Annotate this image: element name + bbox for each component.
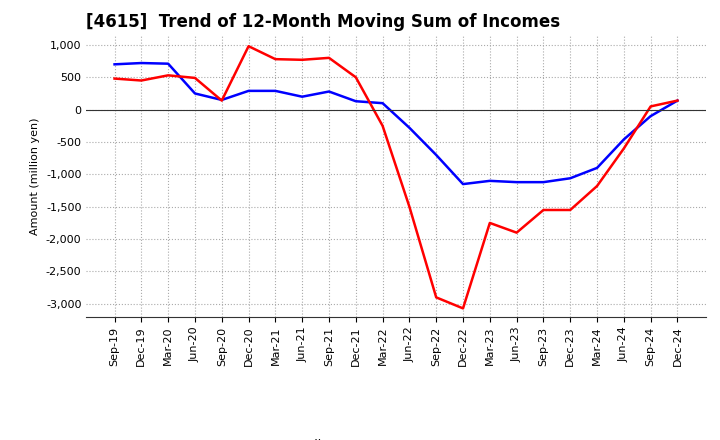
Line: Ordinary Income: Ordinary Income [114,63,678,184]
Ordinary Income [405,125,414,130]
Ordinary Income [485,178,494,183]
Ordinary Income [217,97,226,103]
Y-axis label: Amount (million yen): Amount (million yen) [30,117,40,235]
Net Income [378,123,387,128]
Ordinary Income [164,61,173,66]
Net Income [539,207,548,213]
Net Income [191,75,199,81]
Line: Net Income: Net Income [114,46,678,308]
Net Income [271,56,279,62]
Net Income [405,204,414,209]
Net Income [485,220,494,226]
Net Income [137,78,145,83]
Ordinary Income [325,89,333,94]
Net Income [513,230,521,235]
Ordinary Income [244,88,253,94]
Ordinary Income [539,180,548,185]
Net Income [593,183,601,189]
Ordinary Income [513,180,521,185]
Net Income [351,75,360,80]
Net Income [619,146,628,151]
Net Income [244,44,253,49]
Net Income [673,98,682,103]
Ordinary Income [191,91,199,96]
Ordinary Income [593,165,601,171]
Ordinary Income [378,100,387,106]
Ordinary Income [647,114,655,119]
Legend: Ordinary Income, Net Income: Ordinary Income, Net Income [249,434,543,440]
Ordinary Income [619,137,628,142]
Ordinary Income [271,88,279,94]
Ordinary Income [566,176,575,181]
Net Income [298,57,307,62]
Ordinary Income [673,98,682,103]
Net Income [432,295,441,300]
Ordinary Income [351,99,360,104]
Ordinary Income [298,94,307,99]
Ordinary Income [137,60,145,66]
Net Income [110,76,119,81]
Net Income [217,98,226,103]
Ordinary Income [432,152,441,158]
Net Income [566,207,575,213]
Net Income [647,104,655,109]
Net Income [459,306,467,311]
Net Income [325,55,333,60]
Ordinary Income [459,181,467,187]
Net Income [164,73,173,78]
Ordinary Income [110,62,119,67]
Text: [4615]  Trend of 12-Month Moving Sum of Incomes: [4615] Trend of 12-Month Moving Sum of I… [86,13,561,31]
